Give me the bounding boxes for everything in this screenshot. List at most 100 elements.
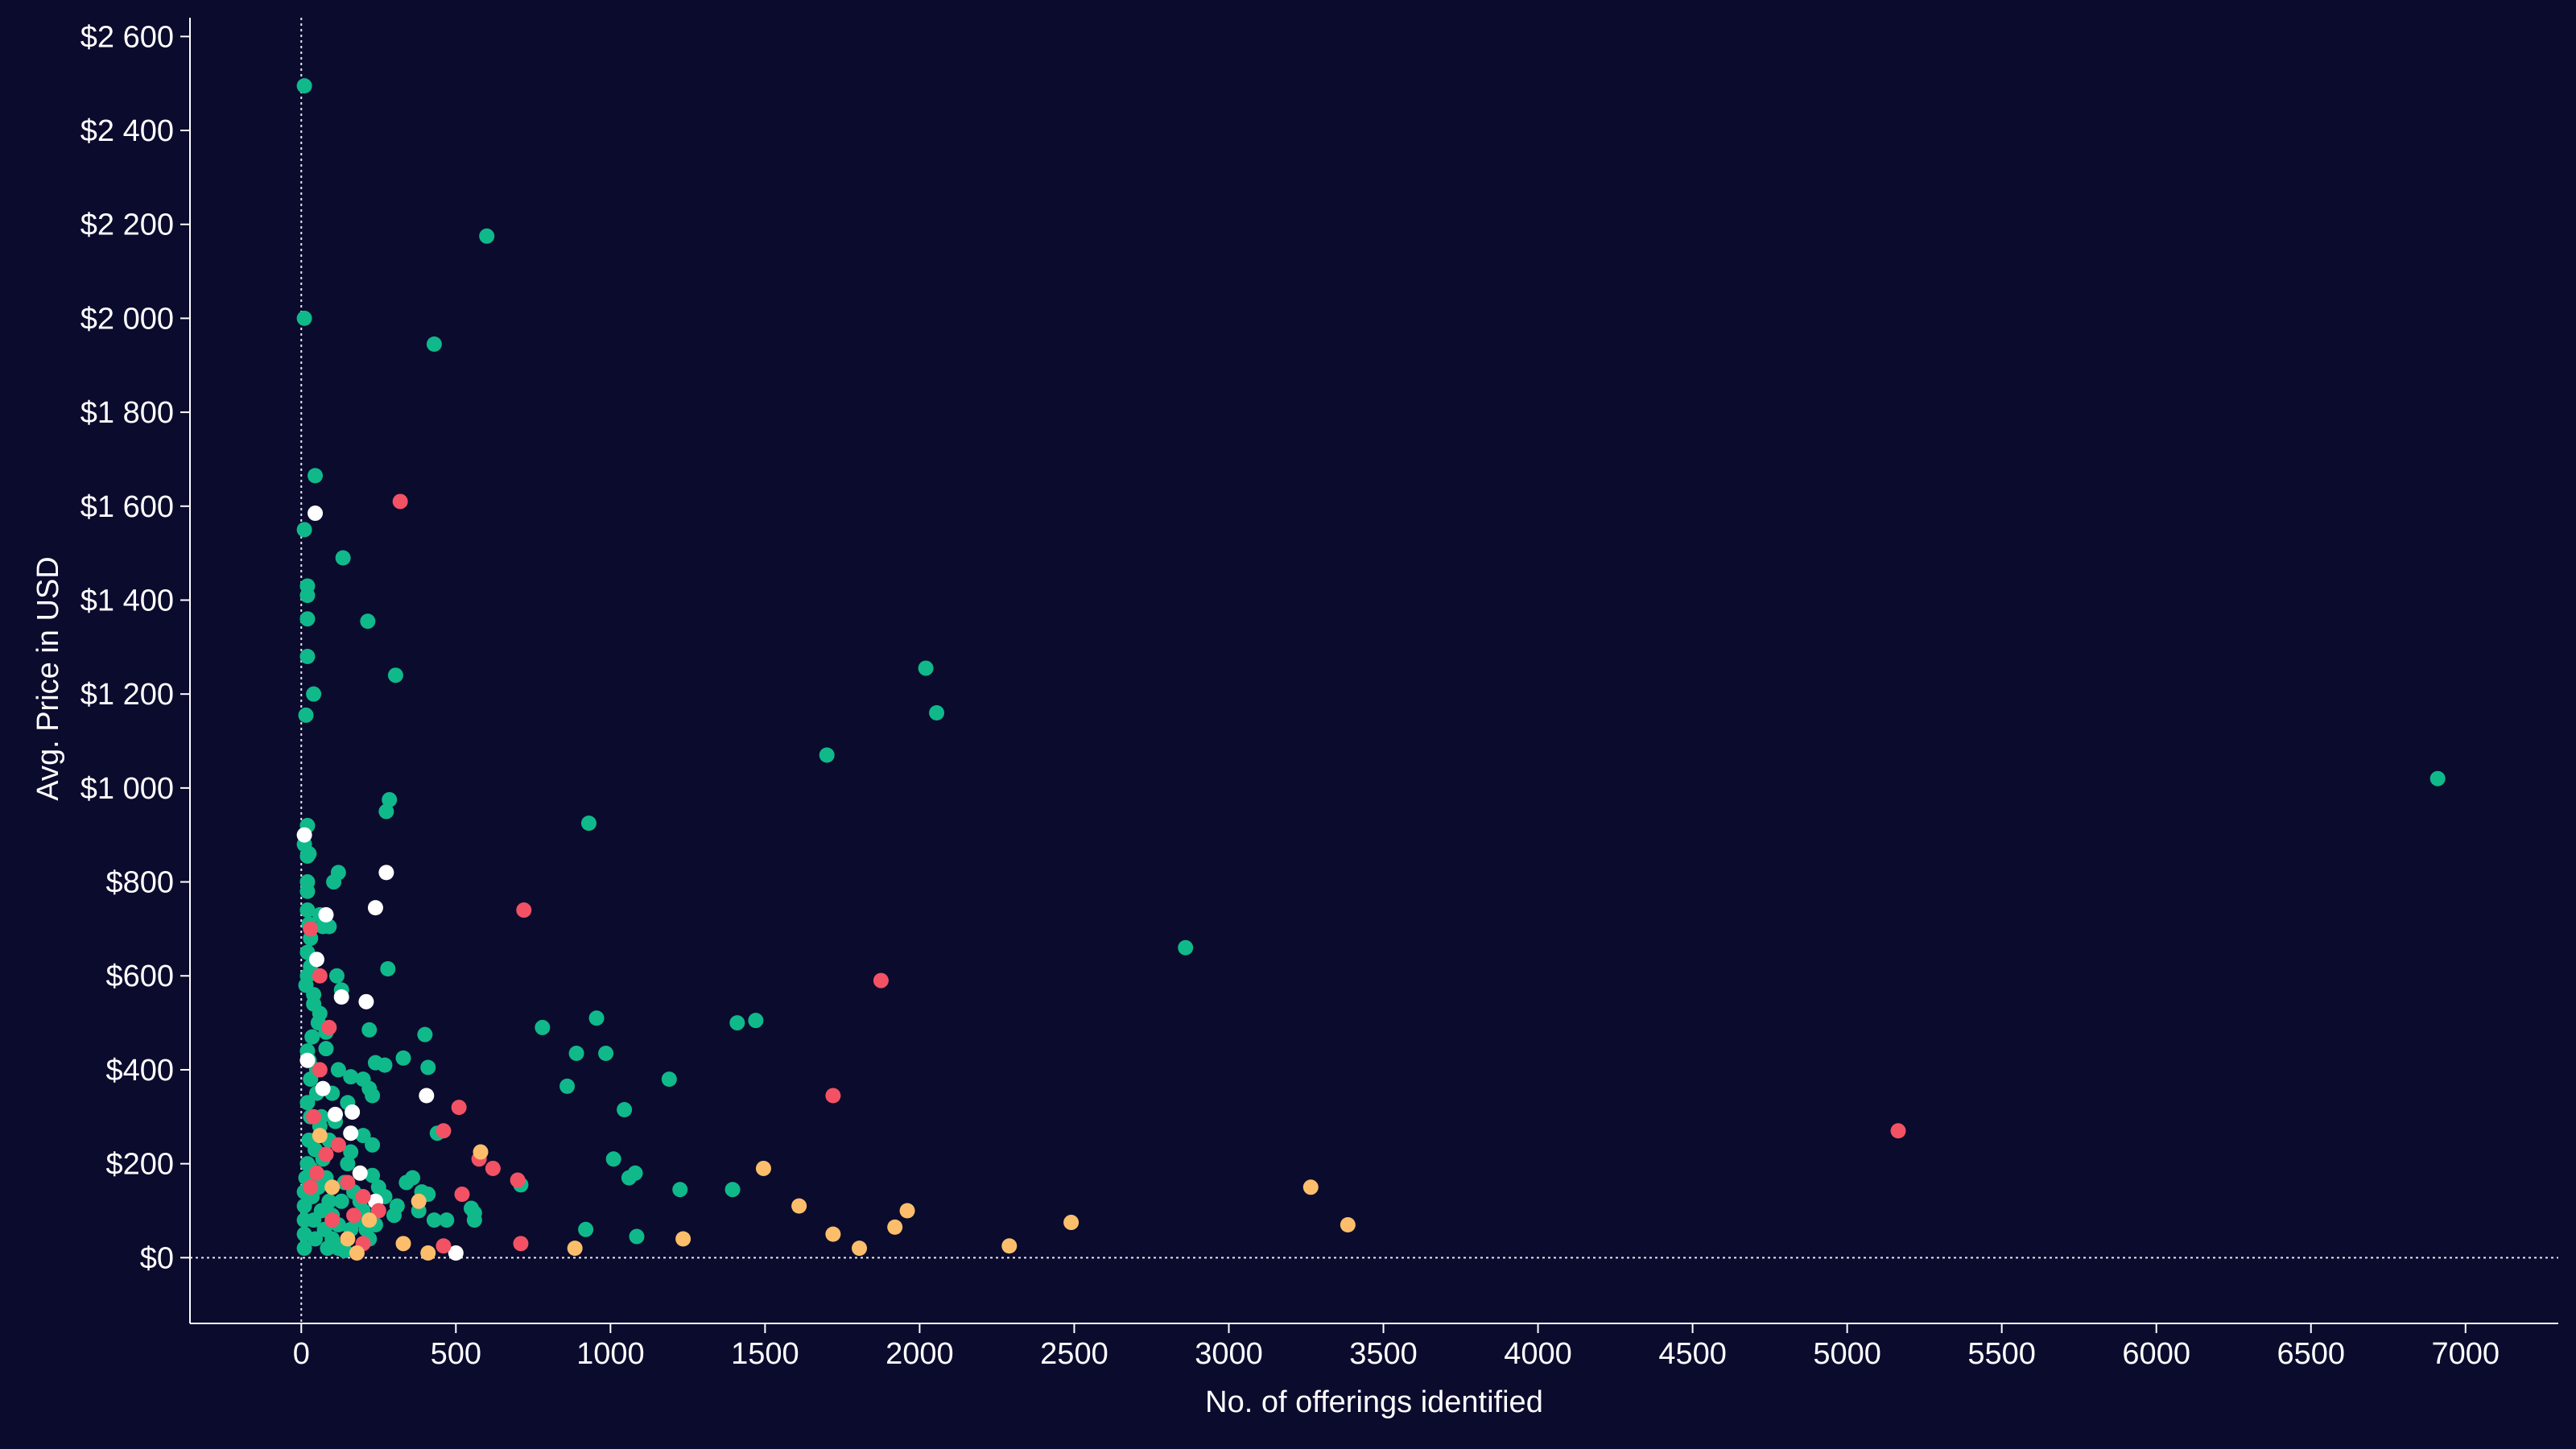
- data-point-series-2: [378, 865, 394, 881]
- data-point-series-4: [411, 1193, 427, 1209]
- data-point-series-1: [568, 1046, 584, 1062]
- data-point-series-4: [791, 1198, 807, 1214]
- data-point-series-4: [395, 1236, 411, 1252]
- data-point-series-3: [340, 1174, 356, 1191]
- data-point-series-3: [370, 1203, 386, 1219]
- x-tick-label: 4000: [1504, 1337, 1572, 1371]
- data-point-series-1: [426, 1212, 442, 1228]
- y-tick-label: $1 200: [80, 678, 174, 712]
- data-point-series-1: [378, 803, 394, 819]
- data-point-series-1: [559, 1078, 576, 1094]
- data-point-series-4: [324, 1179, 341, 1195]
- data-point-series-3: [516, 902, 532, 919]
- data-point-series-1: [588, 1010, 605, 1026]
- data-point-series-1: [296, 310, 312, 326]
- data-point-series-1: [340, 1156, 356, 1172]
- data-point-series-1: [299, 902, 316, 919]
- data-point-series-3: [825, 1088, 841, 1104]
- y-tick-label: $1 000: [80, 772, 174, 806]
- data-point-series-3: [318, 1146, 334, 1162]
- x-tick-label: 6500: [2277, 1337, 2345, 1371]
- data-point-series-3: [454, 1187, 470, 1203]
- data-point-series-3: [436, 1123, 452, 1139]
- data-point-series-1: [333, 1193, 349, 1209]
- data-point-series-2: [308, 506, 324, 522]
- data-point-series-1: [361, 1022, 378, 1038]
- data-point-series-3: [513, 1236, 529, 1252]
- data-points: [296, 78, 2446, 1261]
- data-point-series-1: [598, 1046, 614, 1062]
- data-point-series-1: [386, 1208, 402, 1224]
- data-point-series-1: [918, 660, 934, 676]
- data-point-series-3: [324, 1212, 341, 1228]
- y-tick-label: $0: [140, 1241, 174, 1275]
- data-point-series-3: [330, 1137, 346, 1153]
- data-point-series-4: [349, 1245, 365, 1261]
- x-tick-label: 6000: [2122, 1337, 2190, 1371]
- data-point-series-4: [852, 1241, 868, 1257]
- data-point-series-1: [355, 1128, 371, 1144]
- x-tick-label: 0: [293, 1337, 310, 1371]
- data-point-series-1: [929, 705, 945, 721]
- data-point-series-1: [343, 1069, 359, 1085]
- data-point-series-2: [419, 1088, 435, 1104]
- data-point-series-4: [675, 1231, 691, 1247]
- data-point-series-2: [296, 827, 312, 843]
- data-point-series-1: [1178, 939, 1194, 956]
- data-point-series-1: [304, 1029, 320, 1045]
- x-axis-title: No. of offerings identified: [1205, 1385, 1543, 1419]
- data-point-series-3: [346, 1208, 362, 1224]
- data-point-series-1: [330, 1062, 346, 1078]
- y-tick-label: $1 600: [80, 490, 174, 524]
- data-point-series-1: [819, 747, 835, 763]
- y-axis-title: Avg. Price in USD: [31, 556, 65, 800]
- data-point-series-1: [395, 1050, 411, 1066]
- data-point-series-3: [392, 493, 408, 510]
- x-tick-label: 1500: [731, 1337, 799, 1371]
- data-point-series-2: [328, 1106, 344, 1122]
- data-point-series-1: [377, 1057, 393, 1073]
- data-point-series-3: [436, 1238, 452, 1254]
- data-point-series-1: [299, 1095, 316, 1111]
- data-point-series-3: [451, 1100, 467, 1116]
- y-tick-label: $200: [105, 1148, 174, 1182]
- data-point-series-1: [605, 1151, 621, 1167]
- data-point-series-1: [308, 1231, 324, 1247]
- x-tick-label: 500: [431, 1337, 481, 1371]
- data-point-series-2: [352, 1165, 368, 1181]
- data-point-series-1: [320, 1241, 336, 1257]
- data-point-series-4: [420, 1245, 436, 1261]
- data-point-series-1: [380, 960, 396, 976]
- y-tick-label: $800: [105, 866, 174, 900]
- x-tick-label: 3500: [1349, 1337, 1418, 1371]
- data-point-series-2: [308, 952, 324, 968]
- data-point-series-3: [355, 1188, 371, 1204]
- data-point-series-2: [299, 1052, 316, 1068]
- data-point-series-1: [321, 919, 337, 935]
- data-point-series-3: [308, 1165, 324, 1181]
- data-point-series-4: [473, 1144, 489, 1160]
- data-point-series-2: [367, 900, 383, 916]
- data-point-series-3: [510, 1172, 526, 1188]
- data-point-series-4: [887, 1219, 903, 1235]
- data-point-series-4: [1302, 1179, 1319, 1195]
- data-point-series-1: [578, 1221, 594, 1237]
- data-point-series-1: [2429, 770, 2446, 786]
- data-point-series-2: [333, 989, 349, 1005]
- data-point-series-1: [335, 550, 351, 566]
- data-point-series-3: [312, 968, 328, 984]
- data-point-series-3: [873, 972, 889, 989]
- data-point-series-3: [485, 1160, 501, 1176]
- data-point-series-1: [306, 686, 322, 702]
- data-point-series-1: [306, 996, 322, 1012]
- data-point-series-1: [296, 1241, 312, 1257]
- data-point-series-1: [387, 667, 403, 683]
- data-point-series-1: [321, 1193, 337, 1209]
- data-point-series-2: [358, 993, 374, 1009]
- data-point-series-2: [343, 1125, 359, 1141]
- data-point-series-1: [299, 883, 316, 899]
- data-point-series-1: [328, 968, 345, 984]
- data-point-series-1: [724, 1182, 741, 1198]
- data-point-series-1: [343, 1144, 359, 1160]
- data-point-series-1: [296, 78, 312, 94]
